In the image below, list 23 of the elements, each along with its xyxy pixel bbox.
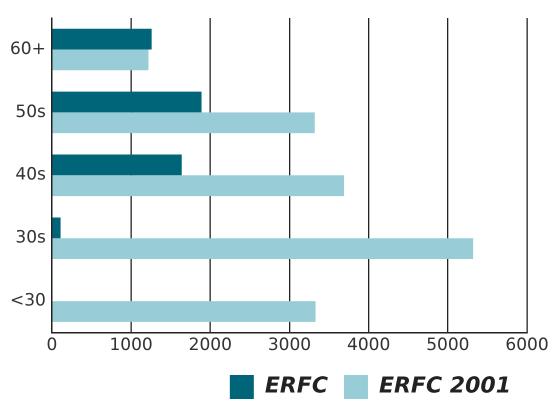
bar bbox=[52, 28, 152, 50]
legend-label: ERFC bbox=[264, 374, 328, 399]
x-tick-label: 0 bbox=[46, 335, 58, 356]
x-tick-label: 2000 bbox=[188, 335, 232, 356]
y-tick-label: 40s bbox=[15, 164, 46, 185]
bar bbox=[52, 175, 344, 196]
x-tick-label: 1000 bbox=[109, 335, 153, 356]
bar bbox=[52, 154, 182, 176]
x-tick-label: 6000 bbox=[505, 335, 549, 356]
bar bbox=[52, 301, 316, 322]
bar bbox=[52, 92, 202, 112]
bar bbox=[52, 238, 474, 259]
x-tick-label: 5000 bbox=[426, 335, 470, 356]
bar bbox=[52, 112, 315, 134]
y-tick-label: <30 bbox=[10, 290, 46, 311]
legend-label: ERFC 2001 bbox=[378, 374, 512, 399]
y-tick-label: 50s bbox=[15, 102, 46, 122]
x-tick-label: 4000 bbox=[346, 335, 390, 356]
bar bbox=[52, 217, 61, 238]
y-tick-label: 60+ bbox=[10, 38, 46, 59]
bar bbox=[52, 49, 148, 70]
x-tick-label: 3000 bbox=[268, 335, 312, 356]
y-tick-label: 30s bbox=[15, 228, 46, 248]
